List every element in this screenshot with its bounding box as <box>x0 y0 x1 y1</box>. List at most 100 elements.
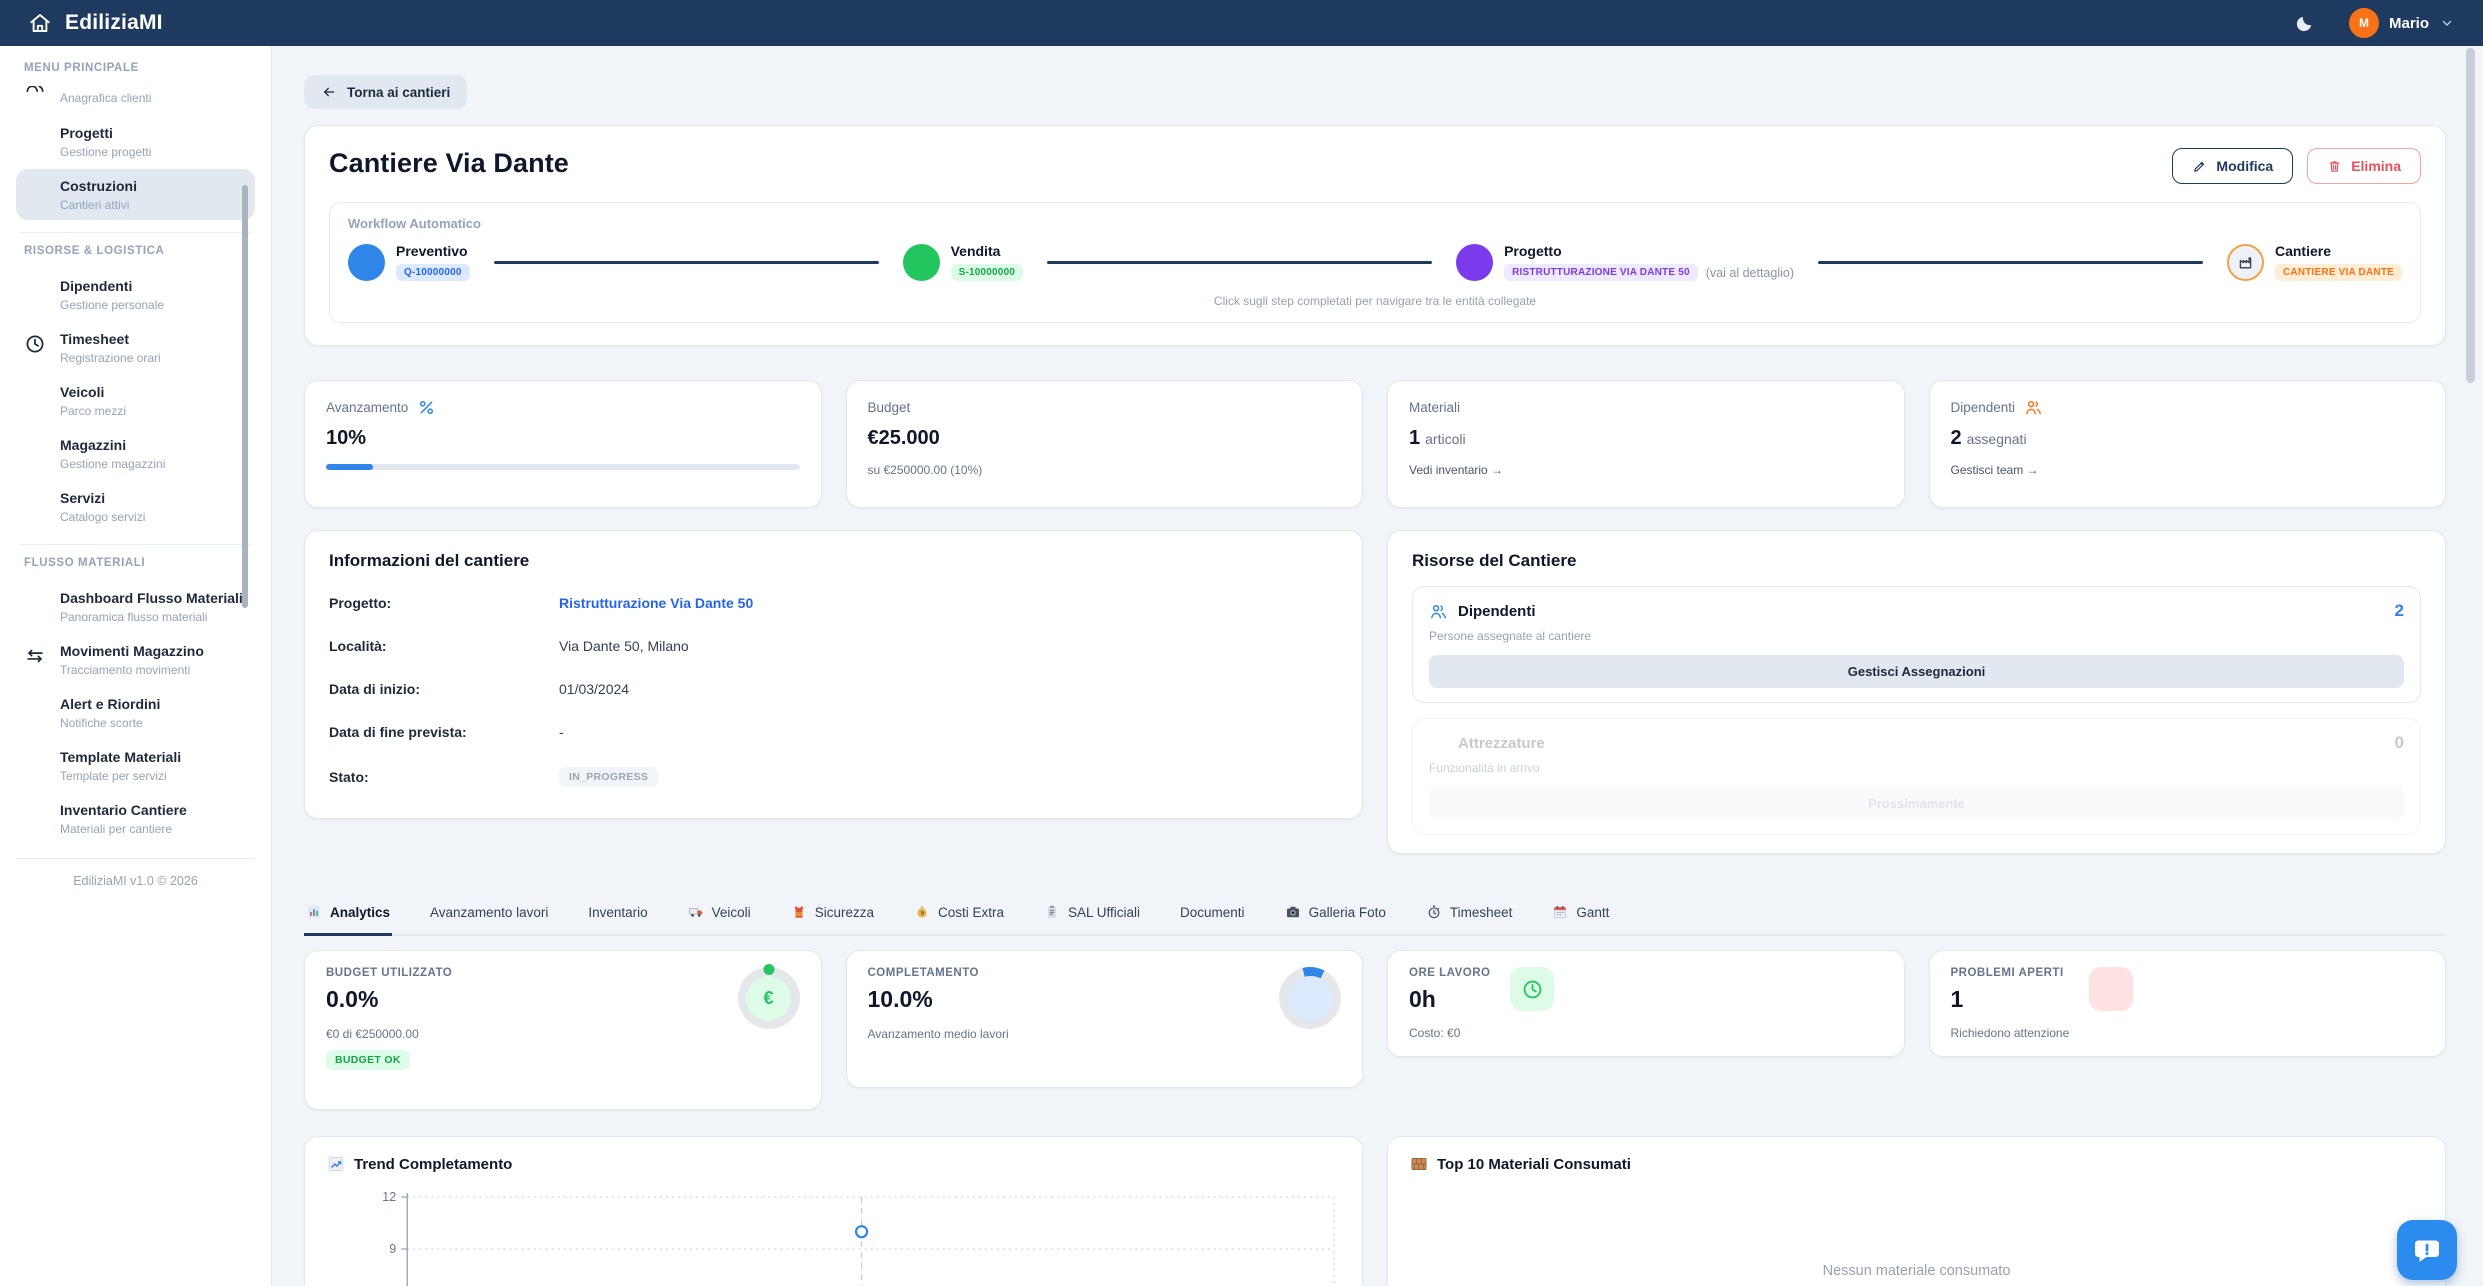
workflow-step-detail-link[interactable]: (vai al dettaglio) <box>1705 265 1794 280</box>
info-row-value[interactable]: Ristrutturazione Via Dante 50 <box>559 595 754 611</box>
sidebar-item-clienti[interactable]: Clienti Anagrafica clienti <box>16 86 255 113</box>
tab-documenti[interactable]: Documenti <box>1178 896 1247 936</box>
resource-card-button[interactable]: Prossimamente <box>1429 787 2404 820</box>
kpi-card-text: BUDGET UTILIZZATO 0.0% €0 di €250000.00 BUD… <box>326 967 738 1070</box>
warning-triangle-icon <box>2100 978 2123 1001</box>
kpi-card-subtext: €0 di €250000.00 <box>326 1027 419 1041</box>
tab-analytics[interactable]: Analytics <box>304 896 393 936</box>
sidebar-item-dashboard-flusso-materiali[interactable]: Dashboard Flusso Materiali Panoramica flu… <box>16 581 255 632</box>
avatar: M <box>2348 8 2379 38</box>
kpi-card-problemi-aperti: PROBLEMI APERTI 1 Richiedono attenzione <box>1928 950 2446 1057</box>
tab-sicurezza[interactable]: Sicurezza <box>789 896 876 936</box>
page-scrollbar-thumb[interactable] <box>2466 48 2475 383</box>
workflow-step-badge: Q-10000000 <box>396 264 470 281</box>
workflow-step-preventivo[interactable]: Preventivo Q-10000000 <box>348 243 470 281</box>
resource-card-button[interactable]: Gestisci Assegnazioni <box>1429 655 2404 688</box>
tab-avanzamento-lavori[interactable]: Avanzamento lavori <box>428 896 550 936</box>
sidebar-item-subtitle: Template per servizi <box>60 769 167 783</box>
workflow-step-cantiere[interactable]: Cantiere CANTIERE VIA DANTE <box>2226 243 2402 281</box>
info-row-value: 01/03/2024 <box>559 681 630 697</box>
workflow-step-progetto[interactable]: Progetto RISTRUTTURAZIONE VIA DANTE 50 (va… <box>1456 243 1794 281</box>
workflow-step-text: Preventivo Q-10000000 <box>396 243 470 281</box>
kpi-card-subtext: Richiedono attenzione <box>1950 1026 2070 1040</box>
building-icon <box>24 127 46 149</box>
workflow-step-circle <box>1456 243 1494 281</box>
kpi-card-icon <box>1510 967 1555 1011</box>
sidebar-item-title: Magazzini <box>60 437 127 453</box>
dark-mode-toggle-icon[interactable] <box>2294 13 2315 34</box>
stat-card-value: 1 articoli <box>1409 427 1466 449</box>
workflow-step-badge-row: S-10000000 <box>950 264 1024 281</box>
chat-button[interactable] <box>2397 1220 2457 1280</box>
stat-card-subtext: su €250000.00 (10%) <box>867 463 983 477</box>
tab-inventario[interactable]: Inventario <box>586 896 649 936</box>
sidebar-item-template-materiali[interactable]: Template Materiali Template per servizi <box>16 740 255 791</box>
elimina-button[interactable]: Elimina <box>2307 148 2421 184</box>
workflow-step-vendita[interactable]: Vendita S-10000000 <box>902 243 1024 281</box>
stat-card-value-suffix: articoli <box>1425 431 1466 447</box>
resources-card-title: Risorse del Cantiere <box>1412 551 1577 570</box>
workflow-step-circle <box>348 243 385 281</box>
resource-card-attrezzature: Attrezzature 0 Funzionalità in arrivo Pross… <box>1412 718 2421 835</box>
factory-icon <box>2237 254 2254 271</box>
sidebar-divider <box>20 232 251 233</box>
clipboard-emoji-icon <box>1044 904 1060 920</box>
kpi-card-icon <box>2089 967 2134 1011</box>
kpi-spacer <box>868 1013 1280 1027</box>
resource-card-description: Funzionalità in arrivo <box>1429 761 1540 775</box>
workflow-step-text: Progetto RISTRUTTURAZIONE VIA DANTE 50 (va… <box>1504 243 1794 281</box>
sidebar-item-inventario-cantiere[interactable]: Inventario Cantiere Materiali per cantier… <box>16 793 255 844</box>
sidebar-item-text: Timesheet Registrazione orari <box>60 330 161 365</box>
kpi-card-body: COMPLETAMENTO 10.0% Avanzamento medio lavo… <box>868 967 1341 1041</box>
kpi-card-label: BUDGET UTILIZZATO <box>326 967 453 979</box>
workflow-step-name: Preventivo <box>396 243 468 259</box>
modifica-button[interactable]: Modifica <box>2172 148 2294 184</box>
sidebar-section-label: MENU PRINCIPALE <box>24 62 139 74</box>
sidebar-item-text: Clienti Anagrafica clienti <box>60 86 151 105</box>
tab-gantt[interactable]: Gantt <box>1550 896 1611 936</box>
sidebar-scrollbar-thumb[interactable] <box>242 185 248 608</box>
sidebar-item-subtitle: Registrazione orari <box>60 351 161 365</box>
sidebar-item-servizi[interactable]: Servizi Catalogo servizi <box>16 481 255 532</box>
sidebar-item-clipped: Clienti Anagrafica clienti <box>16 86 255 116</box>
person-gear-icon <box>24 280 46 302</box>
tab-label: SAL Ufficiali <box>1068 904 1141 920</box>
kpi-card-text: ORE LAVORO 0h Costo: €0 <box>1409 967 1490 1040</box>
sidebar-item-subtitle: Cantieri attivi <box>60 198 130 212</box>
sidebar-item-magazzini[interactable]: Magazzini Gestione magazzini <box>16 428 255 479</box>
sidebar-item-subtitle: Catalogo servizi <box>60 510 146 524</box>
tab-costi-extra[interactable]: Costi Extra <box>912 896 1006 936</box>
user-menu[interactable]: M Mario <box>2348 8 2455 38</box>
sidebar-item-progetti[interactable]: Progetti Gestione progetti <box>16 116 255 167</box>
materials-chart-card: Top 10 Materiali Consumati Nessun materi… <box>1387 1136 2446 1286</box>
tab-label: Timesheet <box>1449 904 1513 920</box>
pencil-icon <box>2192 159 2207 174</box>
main-content: Torna ai cantieri Cantiere Via Dante Mod… <box>272 46 2483 1286</box>
kpi-row: BUDGET UTILIZZATO 0.0% €0 di €250000.00 BUD… <box>304 950 2446 1110</box>
info-row-label: Data di fine prevista: <box>329 724 467 740</box>
materials-chart-title: Top 10 Materiali Consumati <box>1437 1155 1631 1173</box>
back-button[interactable]: Torna ai cantieri <box>304 75 468 109</box>
sidebar-item-text: Inventario Cantiere Materiali per cantier… <box>60 801 187 836</box>
sidebar-item-alert-e-riordini[interactable]: Alert e Riordini Notifiche scorte <box>16 687 255 738</box>
tab-galleria-foto[interactable]: Galleria Foto <box>1283 896 1388 936</box>
sidebar-item-dipendenti[interactable]: Dipendenti Gestione personale <box>16 269 255 320</box>
tab-veicoli[interactable]: Veicoli <box>686 896 753 936</box>
sidebar-section-label: RISORSE & LOGISTICA <box>24 245 165 257</box>
workflow-step-badge-row: Q-10000000 <box>396 264 470 281</box>
sidebar-item-title: Costruzioni <box>60 178 137 194</box>
workflow-caption: Click sugli step completati per navigare… <box>1213 294 1537 308</box>
kpi-card-label: ORE LAVORO <box>1409 967 1491 979</box>
tab-sal-ufficiali[interactable]: SAL Ufficiali <box>1042 896 1142 936</box>
sidebar-item-costruzioni[interactable]: Costruzioni Cantieri attivi <box>16 169 255 220</box>
sidebar-item-text: Servizi Catalogo servizi <box>60 489 145 524</box>
sidebar-item-title: Veicoli <box>60 384 105 400</box>
tab-timesheet[interactable]: Timesheet <box>1424 896 1515 936</box>
stat-card-link[interactable]: Vedi inventario → <box>1409 463 1504 477</box>
sidebar-item-subtitle: Gestione progetti <box>60 145 152 159</box>
sidebar-item-timesheet[interactable]: Timesheet Registrazione orari <box>16 322 255 373</box>
stat-card-link[interactable]: Gestisci team → <box>1950 463 2039 477</box>
sidebar-item-veicoli[interactable]: Veicoli Parco mezzi <box>16 375 255 426</box>
sidebar-item-movimenti-magazzino[interactable]: Movimenti Magazzino Tracciamento moviment… <box>16 634 255 685</box>
stats-row: Avanzamento 10% Budget €25.000 su €250000.00… <box>304 380 2446 508</box>
